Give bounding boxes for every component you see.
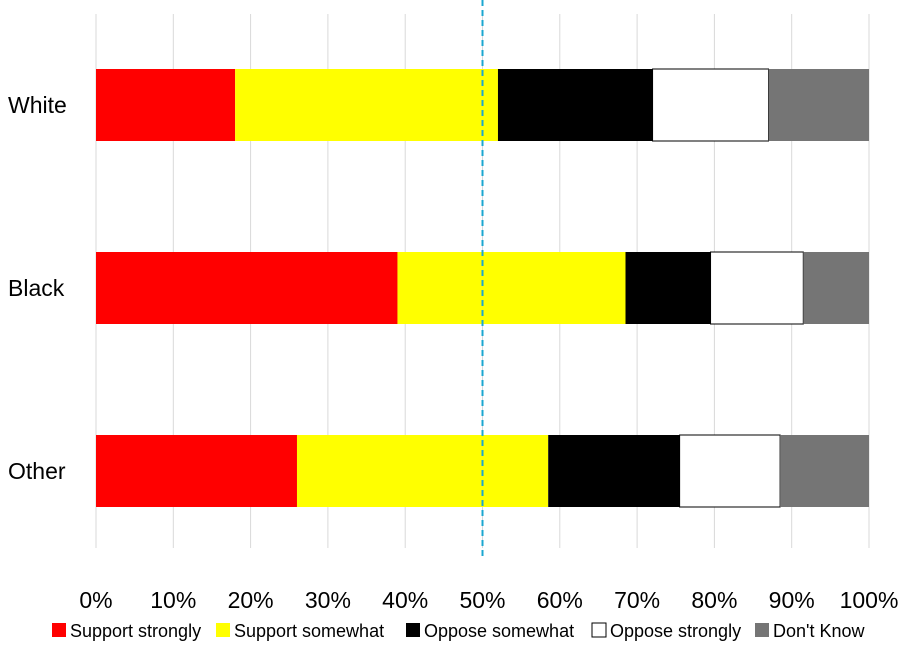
bar-segment-black-support-somewhat <box>397 252 626 324</box>
bars <box>96 68 869 508</box>
category-label-black: Black <box>8 275 65 301</box>
legend-swatch-oppose-somewhat <box>406 623 420 637</box>
bar-segment-white-oppose-strongly <box>652 68 770 142</box>
legend-label-oppose-somewhat: Oppose somewhat <box>424 621 574 641</box>
x-tick-label-0: 0% <box>79 587 112 613</box>
bar-segment-black-oppose-somewhat <box>625 252 711 324</box>
bar-segment-white-oppose-somewhat <box>497 69 653 141</box>
legend-label-support-strongly: Support strongly <box>70 621 201 641</box>
bar-segment-black-oppose-strongly <box>710 251 804 325</box>
legend-swatch-support-strongly <box>52 623 66 637</box>
bar-segment-other-support-strongly <box>96 435 297 507</box>
category-label-other: Other <box>8 458 66 484</box>
x-tick-label-4: 40% <box>382 587 428 613</box>
category-labels: White Black Other <box>8 92 67 484</box>
bar-segment-other-support-somewhat <box>296 435 549 507</box>
x-tick-label-2: 20% <box>228 587 274 613</box>
x-tick-label-10: 100% <box>840 587 899 613</box>
x-tick-label-9: 90% <box>769 587 815 613</box>
x-tick-label-5: 50% <box>459 587 505 613</box>
bar-segment-white-support-somewhat <box>235 69 498 141</box>
legend-swatch-don-t-know <box>755 623 769 637</box>
bar-segment-other-don-t-know <box>780 435 869 507</box>
legend-label-don-t-know: Don't Know <box>773 621 865 641</box>
bar-segment-black-don-t-know <box>803 252 869 324</box>
legend-swatch-support-somewhat <box>216 623 230 637</box>
category-label-white: White <box>8 92 67 118</box>
bar-segment-white-support-strongly <box>96 69 236 141</box>
legend: Support strongly Support somewhat Oppose s… <box>52 621 865 641</box>
x-tick-label-8: 80% <box>691 587 737 613</box>
bar-segment-white-don-t-know <box>768 69 869 141</box>
x-tick-label-3: 30% <box>305 587 351 613</box>
bar-segment-black-support-strongly <box>96 252 398 324</box>
x-axis-tick-labels: 0% 10% 20% 30% 40% 50% 60% 70% 80% 90% 100% <box>79 587 898 613</box>
bar-segment-other-oppose-somewhat <box>548 435 680 507</box>
x-tick-label-6: 60% <box>537 587 583 613</box>
bar-segment-other-oppose-strongly <box>679 434 781 508</box>
x-tick-label-7: 70% <box>614 587 660 613</box>
legend-label-support-somewhat: Support somewhat <box>234 621 384 641</box>
x-tick-label-1: 10% <box>150 587 196 613</box>
legend-label-oppose-strongly: Oppose strongly <box>610 621 741 641</box>
legend-swatch-oppose-strongly <box>591 622 607 638</box>
